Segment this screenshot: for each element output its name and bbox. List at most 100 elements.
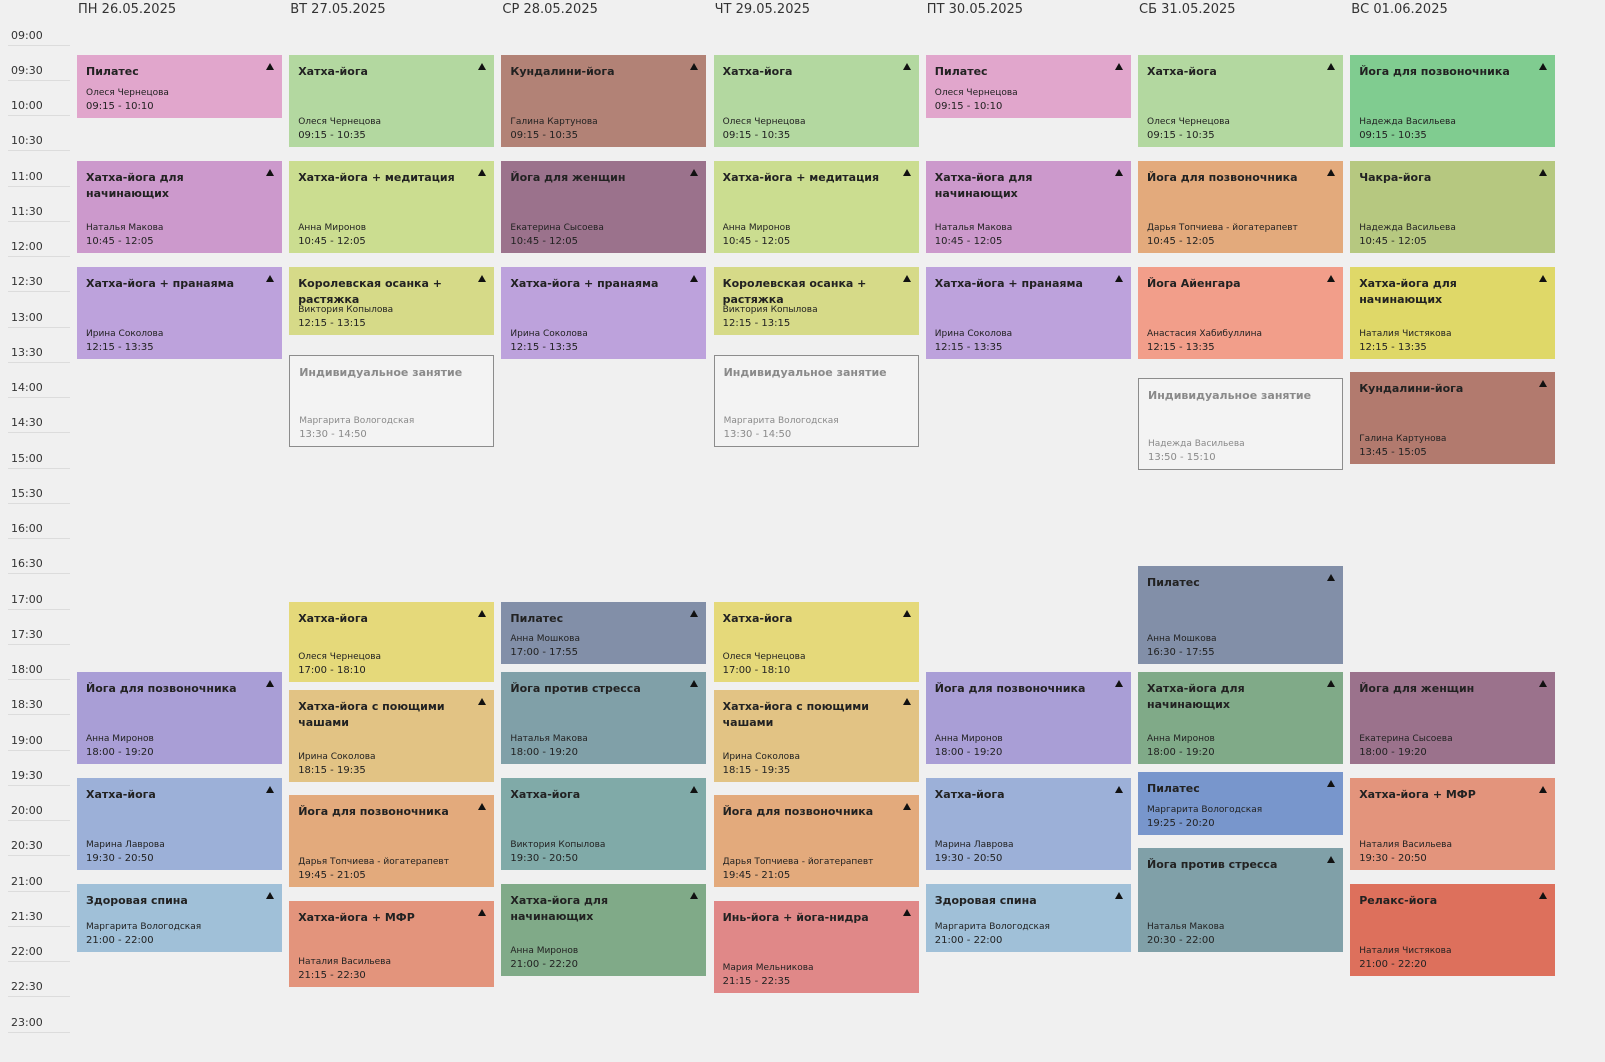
class-card[interactable]: Хатха-йога для начинающих Наталья Макова 1… <box>77 160 282 253</box>
collapse-arrow-icon[interactable] <box>266 274 274 282</box>
collapse-arrow-icon[interactable] <box>478 697 487 705</box>
class-card[interactable]: Хатха-йога для начинающих Анна Миронов 18:… <box>1138 672 1343 764</box>
class-card[interactable]: Хатха-йога Олеся Чернецова 09:15 - 10:35 <box>289 55 495 148</box>
collapse-arrow-icon[interactable] <box>1539 274 1548 282</box>
class-card[interactable]: Хатха-йога + МФР Наталия Васильева 19:30 -… <box>1350 777 1556 870</box>
class-card[interactable]: Королевская осанка + растяжка Виктория Ко… <box>713 266 919 336</box>
collapse-arrow-icon[interactable] <box>1539 63 1548 71</box>
collapse-arrow-icon[interactable] <box>690 891 699 899</box>
collapse-arrow-icon[interactable] <box>1114 891 1123 899</box>
class-card[interactable]: Йога против стресса Наталья Макова 18:00 -… <box>501 672 707 764</box>
class-card[interactable]: Чакра-йога Надежда Васильева 10:45 - 12:05 <box>1350 160 1556 253</box>
collapse-arrow-icon[interactable] <box>902 63 911 71</box>
collapse-arrow-icon[interactable] <box>1327 680 1335 687</box>
class-card[interactable]: Индивидуальное занятие Маргарита Вологодс… <box>289 354 495 447</box>
collapse-arrow-icon[interactable] <box>478 274 487 282</box>
class-card[interactable]: Хатха-йога + МФР Наталия Васильева 21:15 -… <box>289 901 495 988</box>
collapse-arrow-icon[interactable] <box>1327 274 1335 282</box>
collapse-arrow-icon[interactable] <box>1539 168 1548 176</box>
collapse-arrow-icon[interactable] <box>266 785 274 793</box>
collapse-arrow-icon[interactable] <box>478 803 487 811</box>
collapse-arrow-icon[interactable] <box>690 785 699 793</box>
collapse-arrow-icon[interactable] <box>1114 168 1123 176</box>
collapse-arrow-icon[interactable] <box>902 909 911 917</box>
class-details: Анна Мошкова 16:30 - 17:55 <box>1147 633 1335 660</box>
collapse-arrow-icon[interactable] <box>1114 785 1123 793</box>
collapse-arrow-icon[interactable] <box>902 697 911 705</box>
collapse-arrow-icon[interactable] <box>1327 779 1335 787</box>
class-card[interactable]: Хатха-йога + пранаяма Ирина Соколова 12:15… <box>501 266 707 359</box>
class-card[interactable]: Хатха-йога Олеся Чернецова 09:15 - 10:35 <box>1138 55 1343 148</box>
collapse-arrow-icon[interactable] <box>1114 680 1123 687</box>
collapse-arrow-icon[interactable] <box>266 891 274 899</box>
collapse-arrow-icon[interactable] <box>690 274 699 282</box>
class-card[interactable]: Йога для позвоночника Анна Миронов 18:00 -… <box>77 672 282 764</box>
class-card[interactable]: Хатха-йога + медитация Анна Миронов 10:45 … <box>289 160 495 253</box>
collapse-arrow-icon[interactable] <box>902 609 911 617</box>
class-card[interactable]: Королевская осанка + растяжка Виктория Ко… <box>289 266 495 336</box>
class-card[interactable]: Релакс-йога Наталия Чистякова 21:00 - 22:2… <box>1350 883 1556 976</box>
class-card[interactable]: Пилатес Олеся Чернецова 09:15 - 10:10 <box>77 55 282 118</box>
class-card[interactable]: Йога Айенгара Анастасия Хабибуллина 12:15 … <box>1138 266 1343 359</box>
collapse-arrow-icon[interactable] <box>902 803 911 811</box>
collapse-arrow-icon[interactable] <box>690 63 699 71</box>
class-card[interactable]: Йога для позвоночника Анна Миронов 18:00 -… <box>925 672 1131 764</box>
class-card[interactable]: Пилатес Олеся Чернецова 09:15 - 10:10 <box>925 55 1131 118</box>
time-label: 11:30 <box>11 204 43 218</box>
class-card[interactable]: Йога против стресса Наталья Макова 20:30 -… <box>1138 848 1343 952</box>
class-card[interactable]: Пилатес Анна Мошкова 16:30 - 17:55 <box>1138 566 1343 665</box>
class-card[interactable]: Индивидуальное занятие Маргарита Вологодс… <box>713 354 919 447</box>
collapse-arrow-icon[interactable] <box>690 680 699 687</box>
collapse-arrow-icon[interactable] <box>266 63 274 71</box>
class-card[interactable]: Йога для позвоночника Дарья Топчиева - йо… <box>289 795 495 888</box>
class-card[interactable]: Кундалини-йога Галина Картунова 13:45 - 15… <box>1350 372 1556 465</box>
class-card[interactable]: Хатха-йога Марина Лаврова 19:30 - 20:50 <box>77 777 282 870</box>
class-card[interactable]: Йога для позвоночника Дарья Топчиева - йо… <box>713 795 919 888</box>
collapse-arrow-icon[interactable] <box>1539 680 1548 687</box>
class-card[interactable]: Хатха-йога + пранаяма Ирина Соколова 12:15… <box>77 266 282 359</box>
collapse-arrow-icon[interactable] <box>478 609 487 617</box>
class-card[interactable]: Хатха-йога Олеся Чернецова 17:00 - 18:10 <box>289 601 495 682</box>
class-card[interactable]: Йога для женщин Екатерина Сысоева 10:45 - … <box>501 160 707 253</box>
class-card[interactable]: Здоровая спина Маргарита Вологодская 21:00… <box>77 883 282 952</box>
class-card[interactable]: Йога для женщин Екатерина Сысоева 18:00 - … <box>1350 672 1556 764</box>
collapse-arrow-icon[interactable] <box>1327 574 1335 582</box>
class-card[interactable]: Хатха-йога с поющими чашами Ирина Соколов… <box>713 689 919 782</box>
class-card[interactable]: Пилатес Маргарита Вологодская 19:25 - 20:2… <box>1138 771 1343 835</box>
collapse-arrow-icon[interactable] <box>1539 380 1548 388</box>
collapse-arrow-icon[interactable] <box>690 168 699 176</box>
collapse-arrow-icon[interactable] <box>1327 168 1335 176</box>
class-card[interactable]: Кундалини-йога Галина Картунова 09:15 - 10… <box>501 55 707 148</box>
class-card[interactable]: Хатха-йога для начинающих Наталья Макова 1… <box>925 160 1131 253</box>
class-card[interactable]: Здоровая спина Маргарита Вологодская 21:00… <box>925 883 1131 952</box>
collapse-arrow-icon[interactable] <box>690 609 699 617</box>
class-card[interactable]: Хатха-йога + медитация Анна Миронов 10:45 … <box>713 160 919 253</box>
collapse-arrow-icon[interactable] <box>266 168 274 176</box>
collapse-arrow-icon[interactable] <box>902 274 911 282</box>
collapse-arrow-icon[interactable] <box>902 168 911 176</box>
class-card[interactable]: Хатха-йога для начинающих Анна Миронов 21:… <box>501 883 707 976</box>
collapse-arrow-icon[interactable] <box>478 168 487 176</box>
collapse-arrow-icon[interactable] <box>1327 856 1335 864</box>
class-card[interactable]: Инь-йога + йога-нидра Мария Мельникова 21:… <box>713 901 919 994</box>
class-card[interactable]: Индивидуальное занятие Надежда Васильева 1… <box>1138 378 1343 471</box>
collapse-arrow-icon[interactable] <box>1114 274 1123 282</box>
class-card[interactable]: Пилатес Анна Мошкова 17:00 - 17:55 <box>501 601 707 665</box>
collapse-arrow-icon[interactable] <box>1114 63 1123 71</box>
collapse-arrow-icon[interactable] <box>1327 63 1335 71</box>
collapse-arrow-icon[interactable] <box>478 63 487 71</box>
class-card[interactable]: Йога для позвоночника Надежда Васильева 09… <box>1350 55 1556 148</box>
class-card[interactable]: Хатха-йога + пранаяма Ирина Соколова 12:15… <box>925 266 1131 359</box>
collapse-arrow-icon[interactable] <box>266 680 274 687</box>
class-card[interactable]: Хатха-йога Марина Лаврова 19:30 - 20:50 <box>925 777 1131 870</box>
class-card[interactable]: Хатха-йога с поющими чашами Ирина Соколов… <box>289 689 495 782</box>
class-card[interactable]: Хатха-йога для начинающих Наталия Чистяко… <box>1350 266 1556 359</box>
class-card[interactable]: Хатха-йога Олеся Чернецова 17:00 - 18:10 <box>713 601 919 682</box>
class-card[interactable]: Йога для позвоночника Дарья Топчиева - йо… <box>1138 160 1343 253</box>
collapse-arrow-icon[interactable] <box>478 909 487 917</box>
class-card[interactable]: Хатха-йога Виктория Копылова 19:30 - 20:50 <box>501 777 707 870</box>
collapse-arrow-icon[interactable] <box>1539 891 1548 899</box>
class-card[interactable]: Хатха-йога Олеся Чернецова 09:15 - 10:35 <box>713 55 919 148</box>
collapse-arrow-icon[interactable] <box>1539 785 1548 793</box>
class-title: Хатха-йога + пранаяма <box>510 276 659 290</box>
